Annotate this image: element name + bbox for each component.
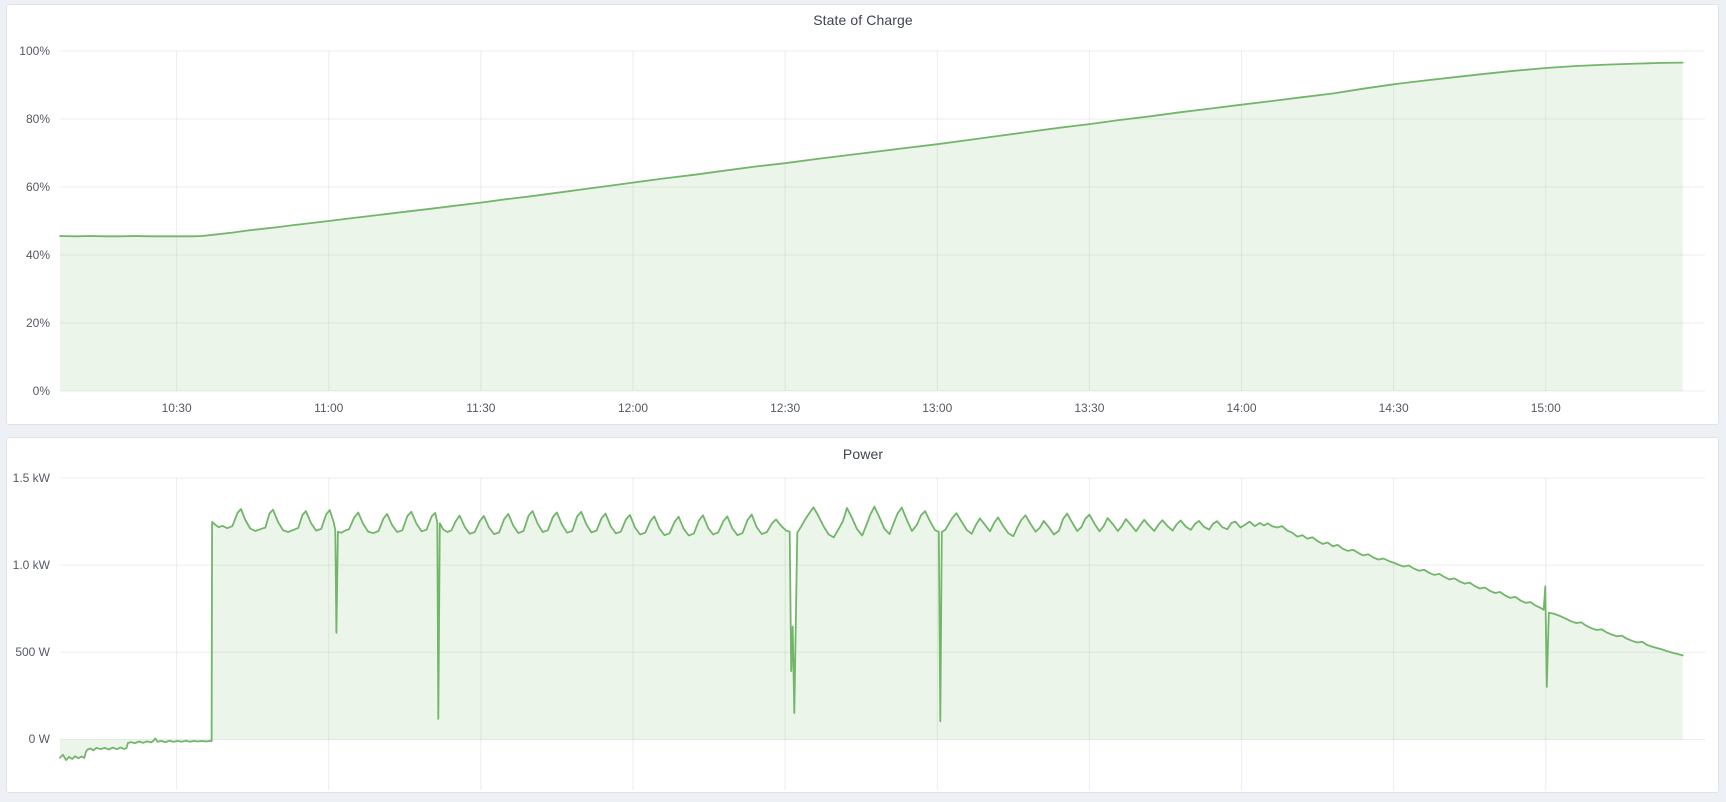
panel-state-of-charge bbox=[6, 4, 1719, 425]
area-fill bbox=[60, 62, 1683, 391]
area-fill bbox=[60, 506, 1683, 760]
chart-1 bbox=[59, 477, 1705, 790]
panel-power bbox=[6, 437, 1719, 793]
plot-area[interactable] bbox=[60, 51, 1705, 391]
series-line bbox=[59, 61, 1684, 238]
series-line bbox=[59, 505, 1684, 761]
chart-0 bbox=[59, 50, 1705, 392]
panel-title-state-of-charge: State of Charge bbox=[813, 12, 913, 28]
panel-title-power: Power bbox=[842, 446, 884, 462]
plot-area[interactable] bbox=[60, 478, 1705, 790]
